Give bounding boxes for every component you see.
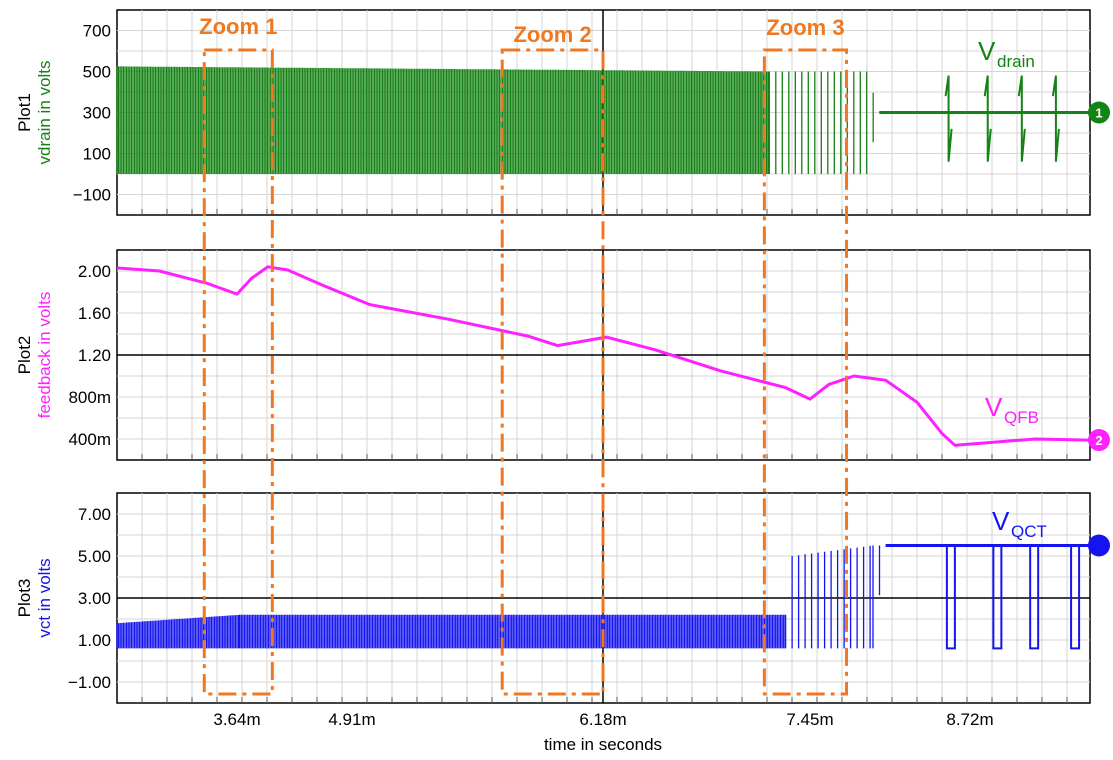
x-tick-label: 3.64m — [213, 710, 260, 729]
plot2-marker — [1088, 429, 1110, 452]
plot3-ylabel: vct in volts — [35, 558, 54, 637]
vct-dip — [945, 545, 956, 650]
plot1-trace-sub: drain — [997, 52, 1035, 71]
zoom-label: Zoom 3 — [766, 15, 844, 40]
y-tick-label: 500 — [83, 63, 111, 82]
y-tick-label: 100 — [83, 145, 111, 164]
plot3-trace-label: V — [992, 506, 1010, 536]
plot3-trace-sub: QCT — [1011, 522, 1047, 541]
plot3-name: Plot3 — [15, 579, 34, 618]
plot1-trace — [116, 66, 1090, 174]
y-tick-label: 800m — [68, 388, 111, 407]
y-tick-label: 300 — [83, 104, 111, 123]
plot2-ylabel: feedback in volts — [35, 292, 54, 419]
x-tick-label: 4.91m — [328, 710, 375, 729]
y-tick-label: 400m — [68, 430, 111, 449]
plot2-trace — [116, 265, 1091, 447]
plot3-panel: 7.00 5.00 3.00 1.00 −1.00 — [68, 492, 1091, 704]
plot2-trace-sub: QFB — [1004, 408, 1039, 427]
plot3-trace — [116, 544, 1090, 650]
plot1-trace-label: V — [978, 36, 996, 66]
plot1-name: Plot1 — [15, 93, 34, 132]
vdrain-spike — [1017, 75, 1026, 162]
plot1-ylabel: vdrain in volts — [35, 61, 54, 165]
vdrain-spike — [983, 75, 992, 162]
x-axis-label: time in seconds — [544, 735, 662, 754]
zoom-label: Zoom 1 — [199, 14, 277, 39]
y-tick-label: 2.00 — [78, 262, 111, 281]
y-tick-label: 5.00 — [78, 547, 111, 566]
plot1-marker-number: 1 — [1095, 106, 1102, 121]
y-tick-label: 1.00 — [78, 631, 111, 650]
zoom-box — [762, 48, 849, 696]
plot2-y-ticks: 2.00 1.60 1.20 800m 400m — [68, 262, 111, 449]
plot2-trace-label: V — [985, 392, 1003, 422]
zoom-boxes: Zoom 1 Zoom 2 Zoom 3 — [199, 14, 849, 696]
x-tick-label: 8.72m — [946, 710, 993, 729]
vct-dip — [1070, 545, 1081, 650]
y-tick-label: −100 — [73, 186, 111, 205]
plot-labels: Plot1 vdrain in volts V drain 1 Plot2 feedback… — [15, 36, 1110, 638]
x-tick-label: 7.45m — [786, 710, 833, 729]
plot2-name: Plot2 — [15, 336, 34, 375]
y-tick-label: 1.60 — [78, 304, 111, 323]
vdrain-spike — [1051, 75, 1060, 162]
feedback-trace-line — [116, 265, 1091, 447]
zoom-box — [500, 48, 605, 696]
plot2-marker-number: 2 — [1095, 433, 1102, 448]
y-tick-label: −1.00 — [68, 673, 111, 692]
vdrain-spike — [944, 75, 953, 162]
plot1-marker — [1088, 101, 1110, 124]
x-axis-ticks: 3.64m 4.91m 6.18m 7.45m 8.72m — [213, 710, 993, 729]
x-tick-label: 6.18m — [579, 710, 626, 729]
y-tick-label: 1.20 — [78, 346, 111, 365]
plot1-switching-trace — [116, 66, 874, 174]
y-tick-label: 7.00 — [78, 505, 111, 524]
vct-dip — [992, 545, 1003, 650]
vct-dip — [1029, 545, 1040, 650]
plot2-panel: 2.00 1.60 1.20 800m 400m — [68, 249, 1091, 461]
plot3-switching-trace — [116, 545, 881, 649]
y-tick-label: 3.00 — [78, 589, 111, 608]
zoom-label: Zoom 2 — [513, 22, 591, 47]
plot2-grid — [117, 250, 1090, 460]
plot1-y-ticks: 700 500 300 100 −100 — [73, 22, 111, 205]
plot3-marker — [1088, 534, 1110, 557]
plot3-y-ticks: 7.00 5.00 3.00 1.00 −1.00 — [68, 505, 111, 692]
y-tick-label: 700 — [83, 22, 111, 41]
zoom-box — [202, 48, 274, 696]
